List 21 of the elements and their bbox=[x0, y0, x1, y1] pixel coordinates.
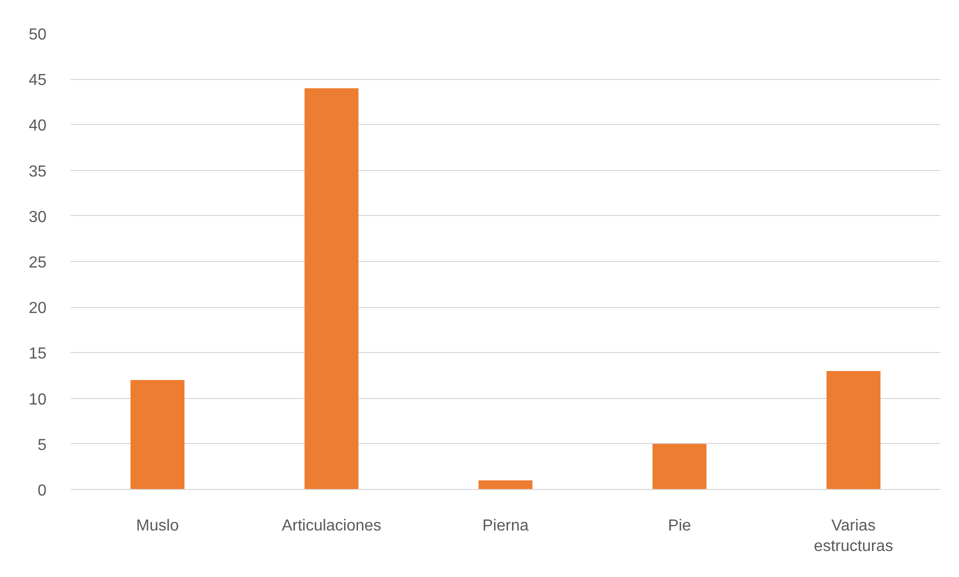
y-tick-label: 20 bbox=[28, 300, 47, 318]
x-tick-label: Articulaciones bbox=[282, 518, 382, 534]
y-tick-label: 10 bbox=[28, 391, 47, 408]
bar bbox=[304, 88, 358, 490]
bar bbox=[130, 380, 184, 490]
y-tick-label: 25 bbox=[28, 254, 47, 272]
x-tick-label: Pie bbox=[668, 518, 692, 534]
y-tick-label: 15 bbox=[28, 346, 47, 363]
x-tick-label: Muslo bbox=[136, 518, 179, 534]
bar bbox=[826, 370, 880, 490]
y-tick-label: 30 bbox=[28, 208, 47, 226]
y-tick-label: 0 bbox=[38, 482, 47, 500]
y-tick-label: 45 bbox=[28, 72, 47, 90]
y-tick-label: 35 bbox=[28, 163, 47, 180]
x-tick-label: Varias estructuras bbox=[814, 518, 894, 555]
bar bbox=[478, 480, 532, 490]
y-tick-label: 50 bbox=[28, 26, 47, 44]
y-tick-label: 40 bbox=[28, 118, 47, 135]
x-tick-label: Pierna bbox=[482, 518, 529, 534]
bar bbox=[652, 444, 706, 490]
y-tick-label: 5 bbox=[38, 436, 47, 454]
